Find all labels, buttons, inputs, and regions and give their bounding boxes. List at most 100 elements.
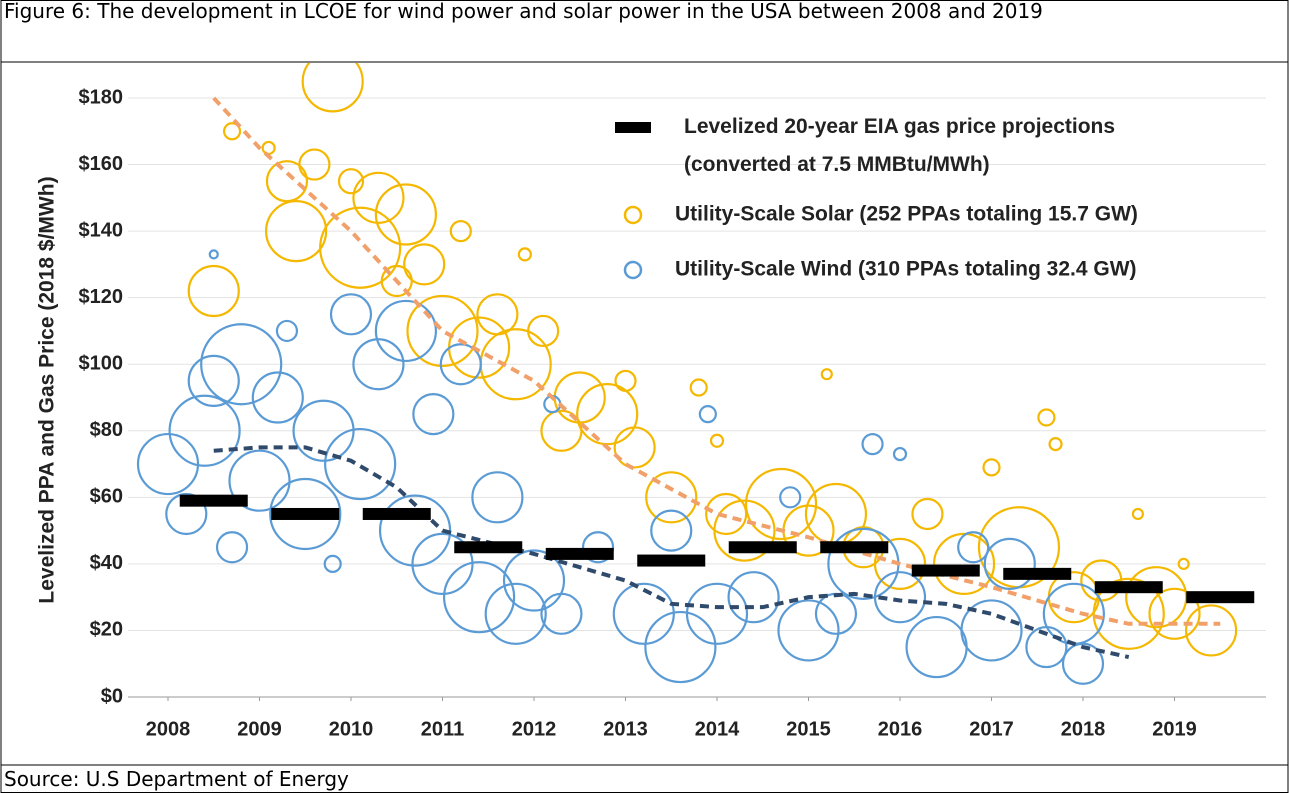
bubbles (136, 63, 1238, 685)
bubble (187, 354, 240, 407)
y-tick-label: $160 (79, 153, 124, 175)
bubble (861, 432, 884, 456)
bubble (517, 247, 532, 262)
bubble (269, 477, 342, 551)
bubble (892, 446, 908, 462)
bubble (298, 148, 331, 181)
bubble (323, 554, 342, 573)
gas-price-bar (1186, 591, 1255, 604)
bubble (1184, 604, 1238, 657)
bubble (911, 497, 944, 531)
x-tick-label: 2011 (421, 718, 464, 740)
x-tick-label: 2009 (237, 718, 282, 740)
bubble (644, 610, 717, 684)
y-tick-label: $40 (90, 552, 123, 574)
bubble (265, 160, 309, 203)
bubble (960, 599, 1023, 662)
gas-price-bar (271, 507, 340, 520)
bubble (777, 599, 840, 662)
bubble (215, 531, 249, 564)
bubble (982, 458, 1001, 477)
bubble (1061, 642, 1105, 685)
bubble (136, 432, 200, 496)
legend-label: Utility-Scale Wind (310 PPAs totaling 32… (675, 258, 1137, 281)
legend-label: Levelized 20-year EIA gas price projecti… (684, 115, 1115, 176)
bubble (932, 532, 996, 595)
bubble (187, 264, 240, 318)
bubble (168, 394, 241, 467)
source-note: Source: U.S Department of Energy (4, 767, 349, 791)
bubble (645, 471, 698, 524)
bubble (352, 171, 405, 224)
bubble (1037, 408, 1056, 427)
gas-price-bar (362, 507, 431, 520)
y-tick-label: $0 (101, 685, 123, 707)
gas-price-bar (637, 554, 706, 567)
bubble (374, 183, 437, 246)
bubble (1177, 557, 1190, 570)
legend-swatch (623, 260, 643, 280)
gas-price-bar (728, 541, 797, 554)
gas-price-bar (1003, 567, 1072, 580)
bubble (412, 393, 455, 436)
y-tick-label: $100 (79, 353, 124, 375)
bubble (275, 319, 299, 343)
bubble (324, 427, 397, 501)
y-tick-label: $20 (90, 619, 123, 641)
x-tick-label: 2015 (786, 718, 831, 740)
bubble (319, 206, 402, 289)
bubble (165, 492, 208, 536)
bubble (439, 343, 482, 386)
bubble (1125, 566, 1188, 629)
bubble (957, 531, 990, 564)
bubble (476, 293, 519, 336)
bubble (820, 368, 833, 381)
bubble (329, 293, 373, 336)
bubble (301, 63, 364, 113)
bubble (411, 532, 474, 595)
y-tick-label: $180 (79, 86, 124, 108)
bubble (873, 537, 927, 590)
y-axis-title: Levelized PPA and Gas Price (2018 $/MWh) (36, 176, 59, 603)
bubble (352, 338, 405, 391)
bubble (727, 571, 780, 624)
bubble (484, 582, 547, 645)
bubble (779, 486, 802, 509)
x-tick-label: 2018 (1061, 718, 1106, 740)
y-tick-label: $120 (79, 286, 124, 308)
bubble (814, 592, 858, 635)
bubble (581, 531, 615, 564)
bubble (1131, 507, 1145, 521)
bubble (406, 294, 479, 368)
bubble (612, 582, 675, 645)
bubble (337, 168, 365, 195)
bubble (222, 122, 242, 141)
bubble (403, 243, 446, 286)
bubble (1048, 436, 1063, 452)
bubble (228, 449, 291, 512)
y-tick-label: $80 (90, 419, 123, 441)
bubble (261, 140, 276, 156)
legend-swatch (623, 205, 643, 225)
bubble (983, 537, 1036, 590)
x-tick-label: 2016 (878, 718, 923, 740)
bubble (713, 499, 776, 562)
x-tick-label: 2019 (1152, 718, 1197, 740)
bubble (613, 426, 656, 469)
gas-price-bar (454, 541, 523, 554)
y-tick-label: $140 (79, 219, 124, 241)
legend-label-line: Levelized 20-year EIA gas price projecti… (684, 115, 1115, 138)
bubble (200, 323, 283, 406)
bubble (527, 314, 560, 348)
bubble (1148, 587, 1201, 640)
bubble (576, 383, 639, 446)
figure-caption: Figure 6: The development in LCOE for wi… (4, 0, 1043, 23)
x-tick-label: 2008 (146, 718, 191, 740)
gas-price-bar (1094, 581, 1163, 594)
bubble (471, 471, 524, 524)
bubble (540, 592, 583, 635)
x-tick-label: 2017 (969, 718, 1014, 740)
y-tick-label: $60 (90, 486, 123, 508)
bubble (448, 316, 511, 379)
